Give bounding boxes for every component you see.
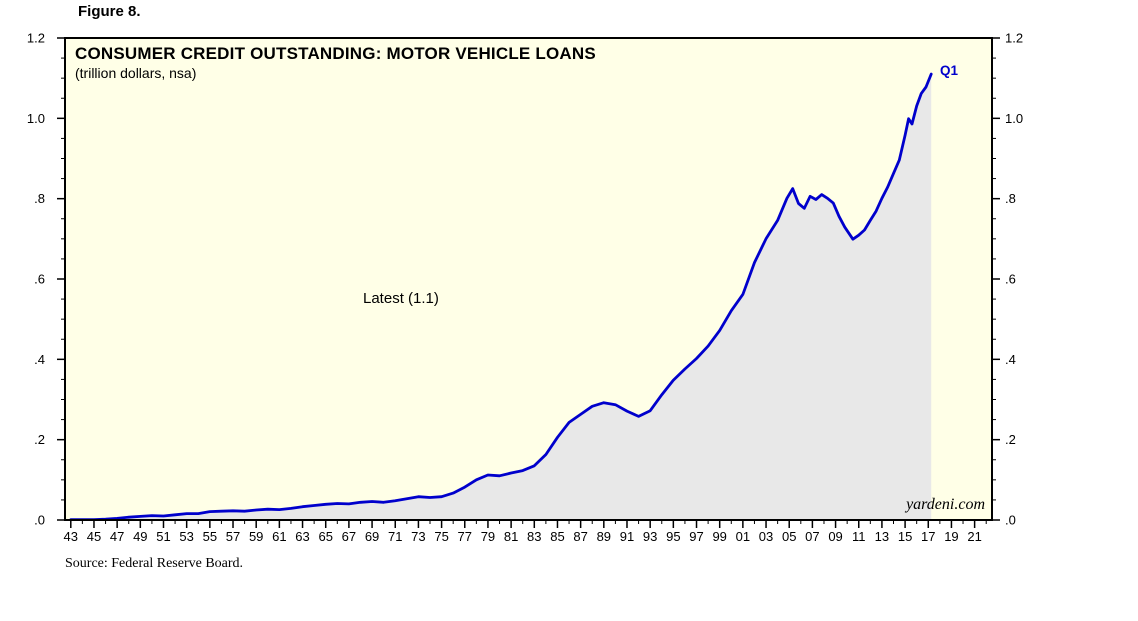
tick-label: 1.0 [1005,111,1023,126]
latest-annotation: Latest (1.1) [363,290,439,307]
tick-label: 15 [898,529,912,544]
tick-label: 51 [156,529,170,544]
tick-label: 93 [643,529,657,544]
tick-label: 97 [689,529,703,544]
tick-label: .6 [34,272,45,287]
tick-label: 1.2 [27,31,45,46]
tick-label: 77 [458,529,472,544]
tick-label: 05 [782,529,796,544]
tick-label: 81 [504,529,518,544]
tick-label: .2 [1005,432,1016,447]
tick-label: 61 [272,529,286,544]
tick-label: 1.2 [1005,31,1023,46]
tick-label: 75 [434,529,448,544]
figure-label: Figure 8. [78,3,141,20]
tick-label: 21 [967,529,981,544]
tick-label: 07 [805,529,819,544]
tick-label: 17 [921,529,935,544]
tick-label: 43 [64,529,78,544]
endpoint-label: Q1 [940,63,959,78]
area-fill [70,74,932,520]
tick-label: 89 [597,529,611,544]
tick-label: 49 [133,529,147,544]
tick-label: .0 [34,513,45,528]
tick-label: 99 [712,529,726,544]
tick-label: 03 [759,529,773,544]
tick-label: 1.0 [27,111,45,126]
tick-label: 47 [110,529,124,544]
tick-label: 57 [226,529,240,544]
tick-label: .6 [1005,272,1016,287]
tick-label: 79 [481,529,495,544]
source-note: Source: Federal Reserve Board. [65,556,244,571]
tick-label: 69 [365,529,379,544]
tick-label: 87 [573,529,587,544]
tick-marks [57,37,1000,528]
chart-subtitle: (trillion dollars, nsa) [75,65,197,81]
tick-label: .2 [34,432,45,447]
tick-label: 83 [527,529,541,544]
tick-label: 85 [550,529,564,544]
tick-label: 45 [87,529,101,544]
tick-label: .4 [34,352,45,367]
tick-label: 01 [736,529,750,544]
tick-label: 09 [828,529,842,544]
tick-label: .8 [34,191,45,206]
tick-label: 63 [295,529,309,544]
tick-label: 55 [203,529,217,544]
series-line [69,72,933,521]
tick-label: 91 [620,529,634,544]
plot-svg: .0 .0 .2 .2 .4 .4 .6 .6 .8 .8 1.0 1.0 1.2 1.2 43 45 47 49… [27,31,1023,545]
tick-label: .8 [1005,191,1016,206]
chart-title: CONSUMER CREDIT OUTSTANDING: MOTOR VEHIC… [75,44,596,63]
tick-label: .4 [1005,352,1016,367]
tick-label: .0 [1005,513,1016,528]
tick-label: 65 [318,529,332,544]
tick-label: 53 [179,529,193,544]
watermark: yardeni.com [906,496,985,513]
tick-labels: .0 .0 .2 .2 .4 .4 .6 .6 .8 .8 1.0 1.0 1.2 1.2 43 45 47 49… [27,31,1023,545]
tick-label: 73 [411,529,425,544]
tick-label: 59 [249,529,263,544]
tick-label: 71 [388,529,402,544]
tick-label: 67 [342,529,356,544]
tick-label: 19 [944,529,958,544]
tick-label: 95 [666,529,680,544]
tick-label: 13 [875,529,889,544]
tick-label: 11 [852,529,866,544]
